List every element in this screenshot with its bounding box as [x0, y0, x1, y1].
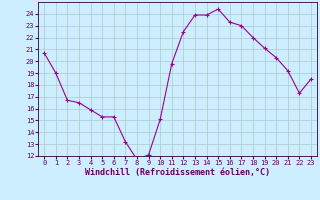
X-axis label: Windchill (Refroidissement éolien,°C): Windchill (Refroidissement éolien,°C)	[85, 168, 270, 177]
